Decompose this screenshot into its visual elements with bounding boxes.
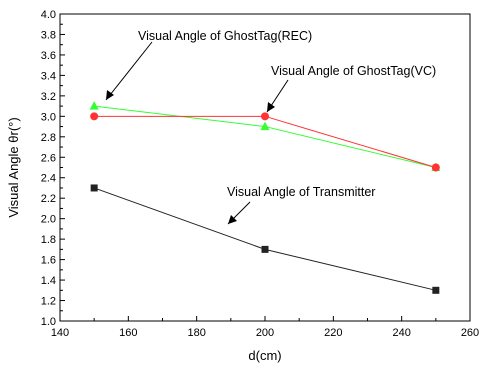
y-tick-label: 2.8 [41, 132, 56, 144]
x-tick-label: 140 [51, 327, 69, 339]
annotation-label-transmitter: Visual Angle of Transmitter [227, 185, 375, 199]
y-tick-label: 2.6 [41, 152, 56, 164]
x-tick-label: 260 [461, 327, 479, 339]
y-tick-label: 2.0 [41, 214, 56, 226]
x-tick-label: 200 [256, 327, 274, 339]
y-tick-label: 2.2 [41, 193, 56, 205]
annotation-arrow-rec [105, 41, 153, 101]
x-tick-label: 240 [392, 327, 410, 339]
series-2-point-2 [432, 286, 440, 294]
y-axis-title: Visual Angle θr(°) [6, 117, 21, 217]
y-tick-label: 4.0 [41, 9, 56, 21]
annotation-arrowhead-rec [106, 90, 114, 100]
annotation-label-vc: Visual Angle of GhostTag(VC) [271, 64, 436, 78]
x-tick-label: 180 [187, 327, 205, 339]
series-layer [89, 101, 441, 294]
annotation-arrowhead-vc [267, 102, 275, 112]
series-2-point-0 [90, 184, 98, 192]
series-line-2 [93, 187, 436, 291]
x-tick-label: 160 [119, 327, 137, 339]
annotation-arrowhead-transmitter [228, 215, 237, 224]
series-1-point-2 [431, 163, 440, 172]
y-tick-label: 1.0 [41, 316, 56, 328]
y-tick-label: 1.4 [41, 275, 56, 287]
y-tick-label: 2.4 [41, 173, 56, 185]
series-0-point-0 [89, 101, 99, 110]
ticks: 1.0 1.2 1.4 1.6 1.8 2.0 2.2 2.4 2.6 2.8 3.0 3.2 3.4 3… [41, 9, 479, 339]
x-tick-label: 220 [324, 327, 342, 339]
y-tick-label: 3.8 [41, 29, 56, 41]
series-1-point-1 [261, 112, 269, 121]
plot-frame [59, 13, 471, 322]
series-2-point-1 [261, 245, 269, 253]
y-tick-label: 1.2 [41, 296, 56, 308]
y-tick-label: 3.0 [41, 111, 56, 123]
y-tick-label: 1.8 [41, 234, 56, 246]
y-tick-label: 1.6 [41, 255, 56, 267]
series-1-point-0 [90, 112, 99, 121]
series-0-point-1 [260, 121, 270, 131]
x-axis-title: d(cm) [248, 348, 281, 363]
y-tick-label: 3.2 [41, 91, 56, 103]
y-tick-label: 3.4 [41, 70, 56, 82]
annotations: Visual Angle of GhostTag(REC) Visual Ang… [105, 29, 436, 225]
y-tick-label: 3.6 [41, 50, 56, 62]
annotation-label-rec: Visual Angle of GhostTag(REC) [138, 29, 312, 43]
